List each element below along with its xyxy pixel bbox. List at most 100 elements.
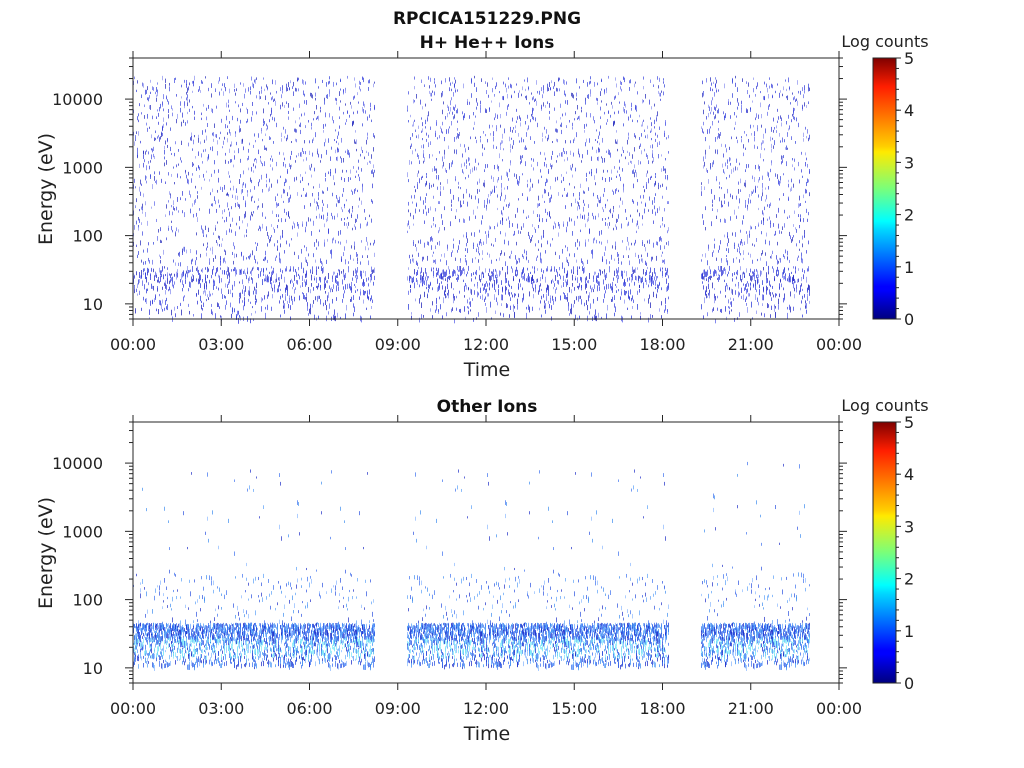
heatmap-cell — [310, 308, 311, 315]
heatmap-cell — [638, 279, 639, 283]
heatmap-cell — [659, 126, 660, 130]
heatmap-cell — [160, 276, 161, 282]
heatmap-cell — [355, 268, 356, 274]
heatmap-cell — [443, 275, 444, 278]
heatmap-cell — [489, 282, 490, 286]
heatmap-cell — [137, 283, 138, 288]
heatmap-cell — [536, 80, 537, 85]
heatmap-cell — [359, 80, 360, 85]
heatmap-cell — [529, 235, 530, 240]
heatmap-cell — [171, 277, 172, 281]
heatmap-cell — [280, 235, 281, 240]
heatmap-cell — [609, 261, 610, 264]
heatmap-cell — [768, 93, 769, 99]
heatmap-cell — [631, 160, 632, 164]
heatmap-cell — [647, 155, 648, 160]
heatmap-cell — [331, 287, 332, 290]
heatmap-cell — [498, 166, 499, 169]
heatmap-cell — [789, 125, 790, 130]
heatmap-cell — [716, 89, 717, 93]
heatmap-cell — [531, 113, 532, 117]
heatmap-cell — [655, 211, 656, 216]
heatmap-cell — [521, 93, 522, 97]
heatmap-cell — [180, 302, 181, 307]
heatmap-cell — [136, 244, 137, 248]
heatmap-cell — [599, 241, 600, 244]
heatmap-cell — [550, 297, 551, 304]
heatmap-cell — [135, 626, 136, 629]
heatmap-cell — [432, 301, 433, 306]
heatmap-cell — [361, 270, 362, 276]
heatmap-cell — [348, 266, 349, 269]
heatmap-cell — [521, 226, 522, 231]
heatmap-cell — [726, 257, 727, 263]
heatmap-cell — [577, 206, 578, 211]
heatmap-cell — [650, 145, 651, 149]
x-tick-label: 21:00 — [728, 335, 774, 354]
heatmap-cell — [195, 260, 196, 266]
heatmap-cell — [278, 287, 279, 293]
heatmap-cell — [299, 117, 300, 120]
heatmap-cell — [585, 97, 586, 101]
heatmap-cell — [522, 254, 523, 258]
heatmap-cell — [251, 313, 252, 316]
heatmap-cell — [187, 178, 188, 184]
heatmap-cell — [568, 302, 569, 307]
heatmap-cell — [442, 131, 443, 134]
heatmap-cell — [601, 316, 602, 320]
heatmap-cell — [527, 183, 528, 188]
heatmap-cell — [200, 295, 201, 302]
heatmap-cell — [766, 272, 767, 278]
heatmap-cell — [734, 127, 735, 130]
heatmap-cell — [543, 233, 544, 238]
heatmap-cell — [445, 78, 446, 83]
heatmap-cell — [250, 253, 251, 258]
heatmap-cell — [621, 261, 622, 265]
heatmap-cell — [143, 261, 144, 265]
heatmap-cell — [352, 191, 353, 195]
heatmap-cell — [779, 293, 780, 298]
heatmap-cell — [438, 285, 439, 292]
heatmap-cell — [463, 171, 464, 175]
heatmap-cell — [373, 172, 374, 178]
heatmap-cell — [335, 97, 336, 101]
heatmap-cell — [167, 278, 168, 284]
heatmap-cell — [715, 107, 716, 111]
heatmap-cell — [805, 305, 806, 309]
heatmap-cell — [262, 189, 263, 193]
heatmap-cell — [453, 106, 454, 110]
heatmap-cell — [199, 280, 200, 284]
heatmap-cell — [213, 232, 214, 236]
heatmap-cell — [799, 203, 800, 207]
heatmap-cell — [599, 230, 600, 236]
heatmap-cell — [563, 221, 564, 225]
heatmap-cell — [226, 193, 227, 196]
heatmap-cell — [529, 276, 530, 283]
heatmap-cell — [363, 279, 364, 283]
heatmap-cell — [363, 108, 364, 114]
heatmap-cell — [277, 193, 278, 196]
heatmap-cell — [144, 159, 145, 163]
heatmap-cell — [566, 257, 567, 262]
heatmap-cell — [730, 115, 731, 119]
heatmap-cell — [532, 224, 533, 227]
heatmap-cell — [310, 202, 311, 207]
heatmap-cell — [360, 291, 361, 296]
heatmap-cell — [428, 284, 429, 289]
heatmap-cell — [188, 142, 189, 147]
heatmap-cell — [426, 138, 427, 142]
heatmap-cell — [304, 140, 305, 144]
heatmap-cell — [264, 88, 265, 92]
heatmap-cell — [329, 76, 330, 80]
heatmap-cell — [602, 176, 603, 181]
heatmap-cell — [150, 160, 151, 163]
heatmap-cell — [612, 105, 613, 109]
heatmap-cell — [178, 262, 179, 266]
heatmap-cell — [763, 159, 764, 162]
heatmap-cell — [310, 289, 311, 294]
heatmap-cell — [757, 279, 758, 285]
heatmap-cell — [655, 173, 656, 176]
heatmap-cell — [231, 159, 232, 163]
heatmap-cell — [328, 228, 329, 234]
